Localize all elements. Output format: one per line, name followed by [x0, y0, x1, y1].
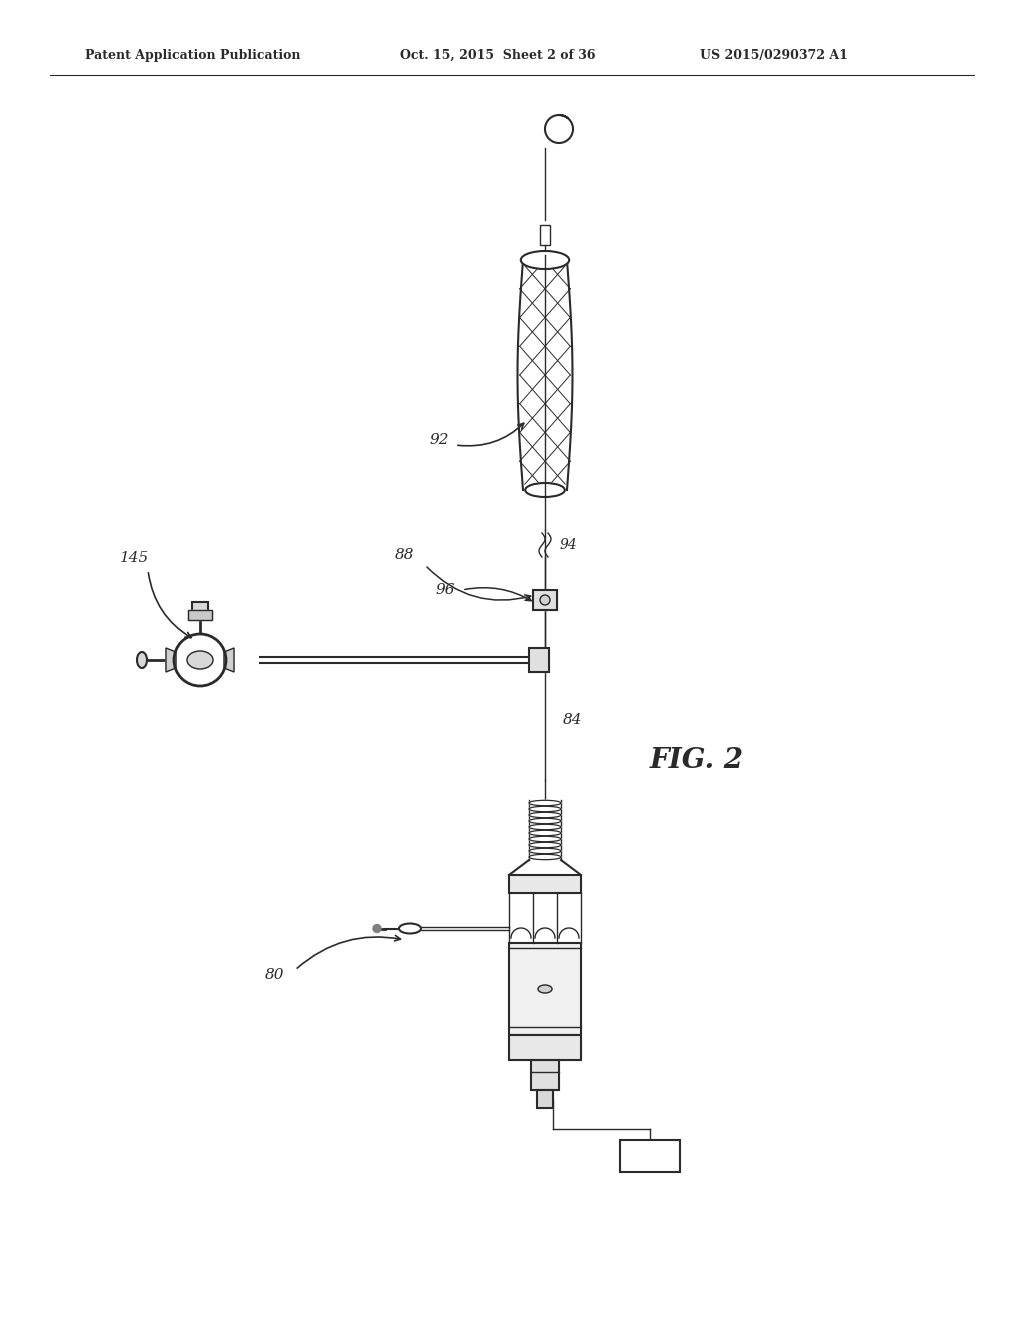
Ellipse shape [529, 800, 561, 805]
Bar [509, 875, 581, 894]
Ellipse shape [137, 652, 147, 668]
Bar [509, 1035, 581, 1060]
Text: 88: 88 [395, 548, 415, 562]
Bar [188, 610, 212, 620]
Ellipse shape [187, 651, 213, 669]
Bar [537, 1090, 553, 1107]
Ellipse shape [399, 924, 421, 933]
Bar [509, 1035, 581, 1060]
Bar [534, 590, 557, 610]
Bar [540, 224, 550, 246]
Ellipse shape [529, 807, 561, 812]
Ellipse shape [529, 830, 561, 836]
Bar [193, 602, 208, 616]
Circle shape [540, 595, 550, 605]
Ellipse shape [529, 842, 561, 847]
Text: 92: 92 [430, 433, 450, 447]
Bar [537, 1090, 553, 1107]
Bar [620, 1140, 680, 1172]
Circle shape [373, 924, 381, 932]
Text: 84: 84 [563, 713, 583, 727]
Bar [534, 590, 557, 610]
Bar [529, 648, 549, 672]
Polygon shape [166, 648, 176, 672]
Ellipse shape [521, 251, 569, 269]
Bar [188, 610, 212, 620]
Text: 80: 80 [265, 968, 285, 982]
Text: 96: 96 [435, 583, 455, 597]
Text: US 2015/0290372 A1: US 2015/0290372 A1 [700, 49, 848, 62]
Bar [509, 942, 581, 1035]
Ellipse shape [529, 849, 561, 854]
Text: 94: 94 [560, 539, 578, 552]
Ellipse shape [538, 985, 552, 993]
Ellipse shape [525, 483, 565, 498]
Bar [620, 1140, 680, 1172]
Bar [531, 1060, 559, 1090]
Text: Patent Application Publication: Patent Application Publication [85, 49, 300, 62]
Ellipse shape [529, 824, 561, 830]
Text: 14: 14 [639, 1147, 660, 1164]
Polygon shape [224, 648, 234, 672]
Bar [531, 1060, 559, 1090]
Bar [509, 942, 581, 1035]
Circle shape [174, 634, 226, 686]
Bar [540, 224, 550, 246]
Ellipse shape [529, 812, 561, 817]
Text: 145: 145 [120, 550, 150, 565]
Bar [509, 875, 581, 894]
Text: Oct. 15, 2015  Sheet 2 of 36: Oct. 15, 2015 Sheet 2 of 36 [400, 49, 596, 62]
Ellipse shape [529, 818, 561, 824]
Bar [529, 648, 549, 672]
Ellipse shape [529, 854, 561, 859]
Ellipse shape [529, 837, 561, 842]
Bar [193, 602, 208, 616]
Text: FIG. 2: FIG. 2 [650, 747, 744, 774]
